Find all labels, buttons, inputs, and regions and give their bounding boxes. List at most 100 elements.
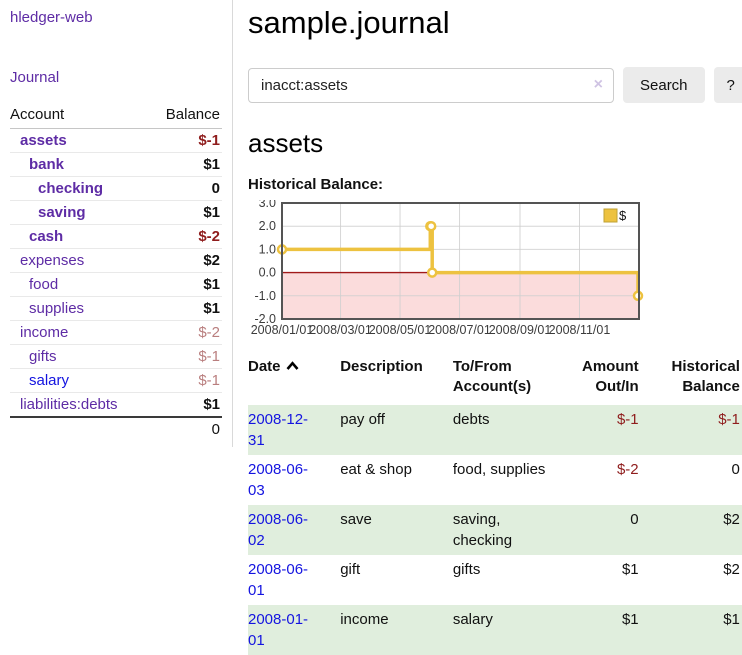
svg-text:2008/09/01: 2008/09/01: [489, 323, 552, 337]
account-heading: assets: [248, 128, 324, 158]
register-balance: 0: [731, 460, 740, 478]
account-link[interactable]: saving: [38, 204, 86, 221]
svg-text:-2.0: -2.0: [254, 312, 276, 326]
register-description: gift: [340, 560, 361, 578]
svg-text:$: $: [619, 208, 627, 223]
chevron-up-icon: [286, 357, 299, 377]
svg-text:1.0: 1.0: [259, 242, 276, 256]
sidebar-nav: Journal: [10, 69, 222, 87]
account-row: liabilities:debts $1: [10, 392, 222, 417]
register-balance: $2: [723, 560, 740, 578]
account-link[interactable]: supplies: [29, 300, 85, 317]
account-row: checking 0: [10, 176, 222, 201]
svg-text:2.0: 2.0: [259, 219, 276, 233]
account-balance: $-2: [149, 224, 222, 249]
account-link[interactable]: cash: [29, 228, 64, 245]
account-row: assets $-1: [10, 129, 222, 153]
accounts-col-account: Account: [10, 102, 150, 129]
account-row: bank $1: [10, 152, 222, 177]
register-col-date[interactable]: Date: [248, 355, 332, 405]
account-balance: 0: [149, 176, 222, 201]
account-link[interactable]: expenses: [20, 252, 85, 269]
account-link[interactable]: checking: [38, 180, 104, 197]
help-button[interactable]: ?: [713, 67, 742, 103]
svg-text:2008/01/01: 2008/01/01: [251, 323, 314, 337]
historical-balance-chart: $3.0 2.0 1.0 0.0 -1.0 -2.02008/01/012008/03/0…: [251, 200, 644, 337]
clear-search-icon[interactable]: ×: [593, 75, 603, 93]
register-row: 2008-06-01 gift gifts $1 $2: [248, 555, 742, 605]
register-accounts: food, supplies: [452, 460, 546, 478]
register-accounts: debts: [444, 404, 560, 455]
register-row: 2008-12-31 pay off debts $-1 $-1: [248, 404, 742, 455]
svg-text:2008/05/01: 2008/05/01: [369, 323, 432, 337]
search-input[interactable]: [248, 67, 614, 103]
register-col-to-from-account-s-: To/From Account(s): [452, 358, 532, 396]
svg-text:2008/03/01: 2008/03/01: [309, 323, 372, 337]
register-col-amount-out-in: Amount Out/In: [581, 358, 639, 396]
sidebar-item-journal[interactable]: Journal: [10, 69, 60, 86]
accounts-col-balance: Balance: [149, 102, 222, 129]
search-box: ×: [248, 67, 614, 103]
account-row: income $-2: [10, 320, 222, 345]
account-row: supplies $1: [10, 296, 222, 321]
register-amount: $1: [559, 604, 647, 655]
accounts-total-balance: 0: [149, 416, 222, 441]
register-balance: $-1: [646, 404, 742, 455]
account-link[interactable]: gifts: [29, 348, 57, 365]
account-row: salary $-1: [10, 368, 222, 393]
svg-text:0.0: 0.0: [259, 266, 276, 280]
accounts-table: Account Balance assets $-1 bank $1 checking 0…: [10, 102, 222, 441]
svg-text:2008/07/01: 2008/07/01: [428, 323, 491, 337]
register-amount: $1: [621, 560, 639, 578]
app-title-link[interactable]: hledger-web: [10, 9, 93, 26]
register-accounts: saving, checking: [444, 504, 560, 555]
search-button[interactable]: Search: [623, 67, 705, 103]
register-header-row: Date Description To/From Account(s) Amount …: [248, 355, 742, 405]
account-link[interactable]: assets: [20, 132, 67, 149]
register-date-link[interactable]: 2008-06-03: [248, 460, 309, 499]
register-table: Date Description To/From Account(s) Amount …: [248, 355, 742, 655]
search-form: × Search ?: [248, 67, 742, 103]
account-link[interactable]: liabilities:debts: [20, 396, 118, 413]
register-description: income: [332, 604, 445, 655]
register-amount: $-1: [559, 404, 647, 455]
register-date-link[interactable]: 2008-06-02: [248, 510, 309, 549]
account-link[interactable]: income: [20, 324, 69, 341]
accounts-header-row: Account Balance: [10, 102, 222, 129]
register-col-description: Description: [340, 358, 423, 375]
chart-heading: Historical Balance:: [248, 176, 384, 193]
register-accounts: gifts: [452, 560, 481, 578]
svg-text:2008/11/01: 2008/11/01: [549, 323, 611, 337]
account-balance: $-1: [149, 368, 222, 393]
account-balance: $1: [149, 296, 222, 321]
account-row: gifts $-1: [10, 344, 222, 369]
register-description: save: [332, 504, 445, 555]
register-amount: $-2: [616, 460, 639, 478]
account-balance: $1: [149, 272, 222, 297]
account-balance: $-1: [198, 132, 220, 149]
main-panel: sample.journal × Search ? assets Histori…: [233, 0, 742, 655]
register-amount: 0: [559, 504, 647, 555]
register-date-link[interactable]: 2008-01-01: [248, 610, 309, 649]
register-col-historical-balance: Historical Balance: [671, 358, 740, 396]
page-title: sample.journal: [248, 5, 450, 40]
register-row: 2008-06-03 eat & shop food, supplies $-2 0: [248, 455, 742, 505]
account-row: saving $1: [10, 200, 222, 225]
account-balance: $1: [149, 392, 222, 417]
account-row: cash $-2: [10, 224, 222, 249]
accounts-total-row: 0: [10, 416, 222, 441]
account-link[interactable]: food: [29, 276, 59, 293]
register-balance: $2: [646, 504, 742, 555]
account-link[interactable]: bank: [29, 156, 65, 173]
register-date-link[interactable]: 2008-06-01: [248, 560, 309, 599]
register-accounts: salary: [444, 604, 560, 655]
register-row: 2008-01-01 income salary $1 $1: [248, 604, 742, 655]
register-date-link[interactable]: 2008-12-31: [248, 410, 309, 449]
account-row: food $1: [10, 272, 222, 297]
svg-text:3.0: 3.0: [259, 200, 276, 210]
register-description: pay off: [332, 404, 445, 455]
account-balance: $2: [149, 248, 222, 273]
account-balance: $-2: [149, 320, 222, 345]
account-link[interactable]: salary: [29, 372, 70, 389]
